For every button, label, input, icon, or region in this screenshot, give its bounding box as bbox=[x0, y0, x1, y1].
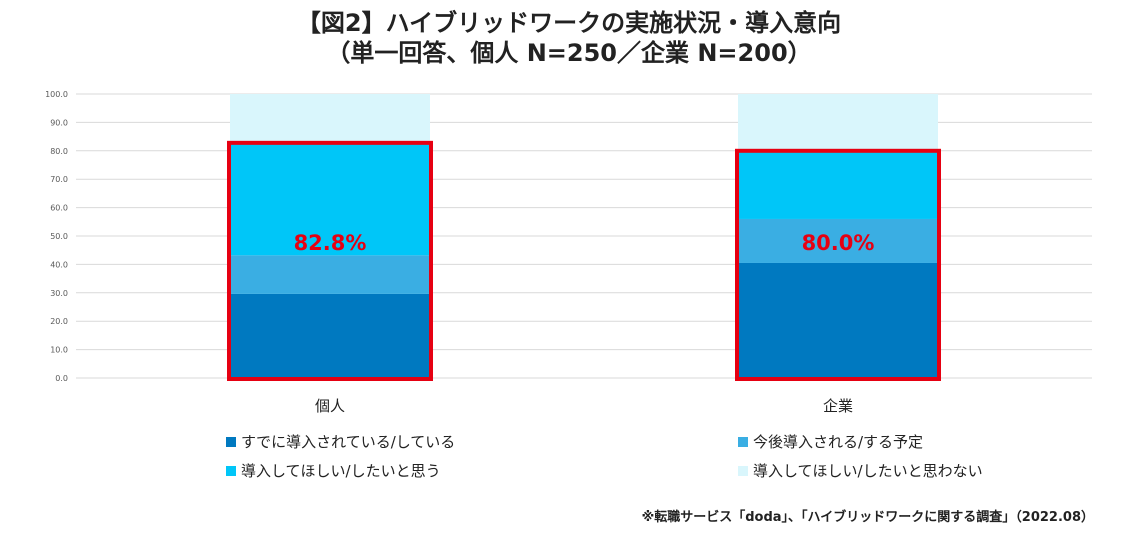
bar-segment-0-3 bbox=[230, 94, 430, 143]
chart-title-line1: 【図2】ハイブリッドワークの実施状況・導入意向 bbox=[296, 9, 842, 37]
y-tick-label: 40.0 bbox=[50, 260, 68, 269]
y-tick-label: 10.0 bbox=[50, 346, 68, 355]
legend-swatch bbox=[226, 466, 236, 476]
bar-segment-1-1 bbox=[738, 218, 938, 263]
legend-swatch bbox=[226, 437, 236, 447]
legend-label: 導入してほしい/したいと思う bbox=[241, 462, 441, 480]
highlight-frame-0 bbox=[227, 140, 433, 381]
bar-segment-1-3 bbox=[738, 94, 938, 151]
bar-segment-0-0 bbox=[230, 293, 430, 378]
chart-title-line2: （単一回答、個人 N=250／企業 N=200） bbox=[326, 39, 812, 67]
source-note: ※転職サービス「doda」、「ハイブリッドワークに関する調査」（2022.08） bbox=[641, 510, 1094, 525]
highlight-label: 80.0% bbox=[802, 231, 875, 255]
legend-swatch bbox=[738, 437, 748, 447]
y-tick-label: 60.0 bbox=[50, 204, 68, 213]
bar-segment-0-2 bbox=[230, 142, 430, 256]
bar-segment-0-1 bbox=[230, 255, 430, 294]
highlight-frame-1 bbox=[735, 148, 941, 381]
x-category-label: 企業 bbox=[823, 397, 853, 415]
legend-swatch bbox=[738, 466, 748, 476]
highlight-label: 82.8% bbox=[294, 231, 367, 255]
legend-label: 導入してほしい/したいと思わない bbox=[753, 462, 983, 480]
y-tick-label: 80.0 bbox=[50, 147, 68, 156]
legend-label: すでに導入されている/している bbox=[241, 433, 455, 451]
y-tick-label: 0.0 bbox=[55, 374, 68, 383]
legend-label: 今後導入される/する予定 bbox=[753, 433, 923, 451]
y-tick-label: 70.0 bbox=[50, 175, 68, 184]
y-tick-label: 20.0 bbox=[50, 317, 68, 326]
x-category-label: 個人 bbox=[315, 397, 345, 415]
y-tick-label: 100.0 bbox=[45, 90, 68, 99]
chart-title: 【図2】ハイブリッドワークの実施状況・導入意向 （単一回答、個人 N=250／企… bbox=[0, 8, 1138, 68]
bar-segment-1-2 bbox=[738, 150, 938, 219]
y-tick-label: 50.0 bbox=[50, 232, 68, 241]
bar-segment-1-0 bbox=[738, 262, 938, 378]
y-tick-label: 30.0 bbox=[50, 289, 68, 298]
y-tick-label: 90.0 bbox=[50, 118, 68, 127]
